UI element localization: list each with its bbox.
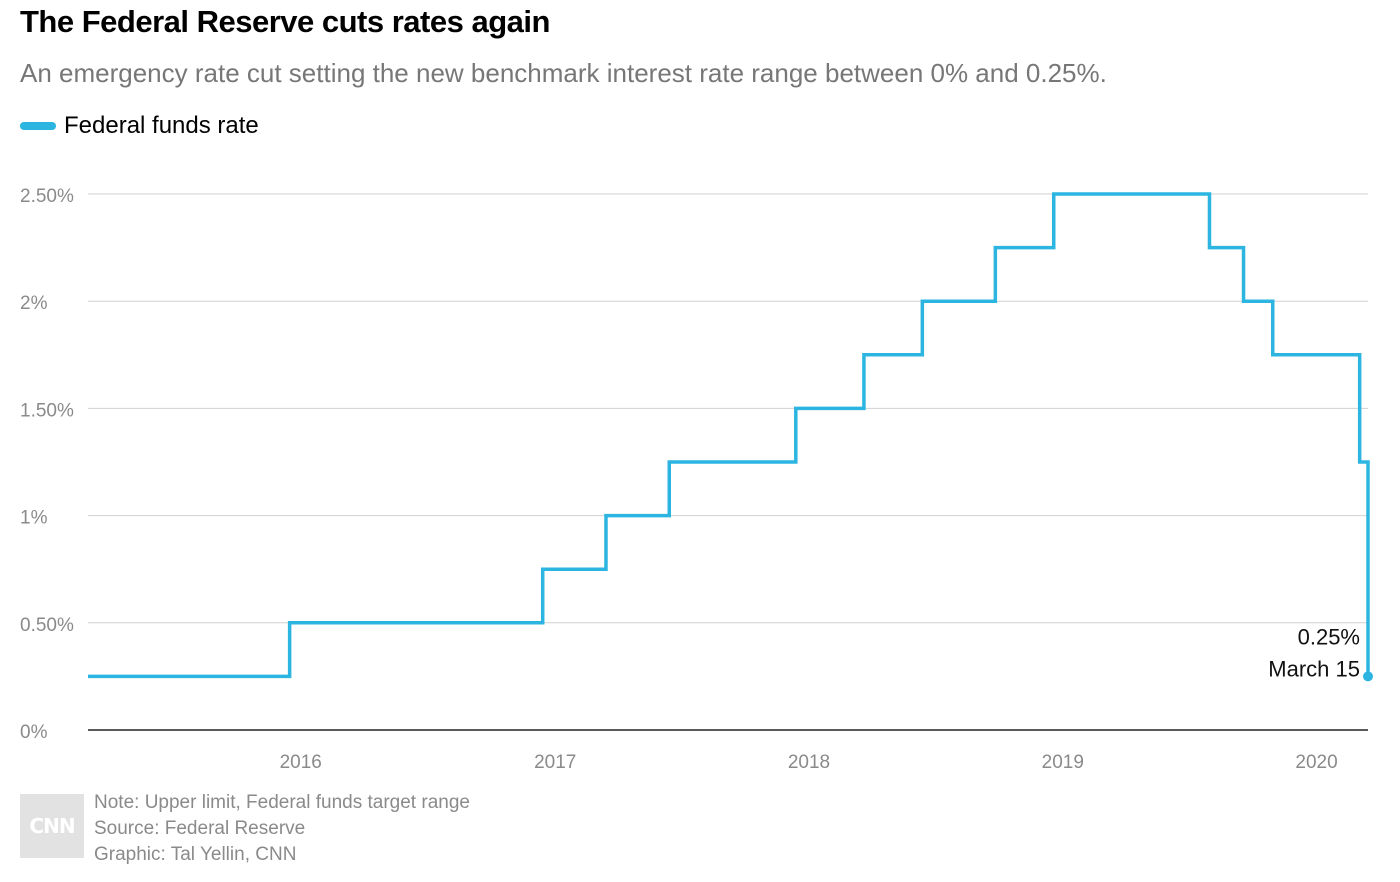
annotation-value: 0.25% [1298, 624, 1360, 649]
x-tick-label: 2018 [788, 752, 830, 773]
source-text: Source: Federal Reserve [94, 818, 306, 839]
line-chart: 0% 0.50% 1% 1.50% 2% 2.50% 2016 2017 2018 2019 202… [20, 186, 1373, 773]
x-tick-label: 2016 [280, 752, 322, 773]
cnn-logo-text: CNN [29, 814, 75, 838]
series-line-federal-funds-rate [88, 192, 1370, 679]
y-tick-label: 1% [20, 508, 48, 529]
endpoint-marker [1363, 671, 1373, 682]
y-tick-label: 1.50% [20, 400, 74, 421]
note-text: Note: Upper limit, Federal funds target … [94, 792, 470, 813]
chart-title: The Federal Reserve cuts rates again [20, 4, 550, 39]
legend-label: Federal funds rate [64, 112, 259, 139]
credit-text: Graphic: Tal Yellin, CNN [94, 844, 297, 865]
footer: CNN Note: Upper limit, Federal funds tar… [20, 790, 470, 868]
y-tick-label: 0.50% [20, 615, 74, 636]
x-tick-label: 2017 [534, 752, 576, 773]
annotation-date: March 15 [1268, 656, 1360, 681]
legend-swatch [20, 122, 56, 130]
y-tick-label: 0% [20, 722, 48, 743]
chart-subtitle: An emergency rate cut setting the new be… [20, 58, 1107, 88]
y-tick-label: 2.50% [20, 186, 74, 207]
cnn-logo: CNN [20, 794, 84, 858]
footer-notes: Note: Upper limit, Federal funds target … [94, 790, 470, 868]
x-tick-label: 2019 [1042, 752, 1084, 773]
y-tick-label: 2% [20, 293, 48, 314]
legend: Federal funds rate [20, 112, 259, 140]
x-tick-label: 2020 [1295, 752, 1337, 773]
